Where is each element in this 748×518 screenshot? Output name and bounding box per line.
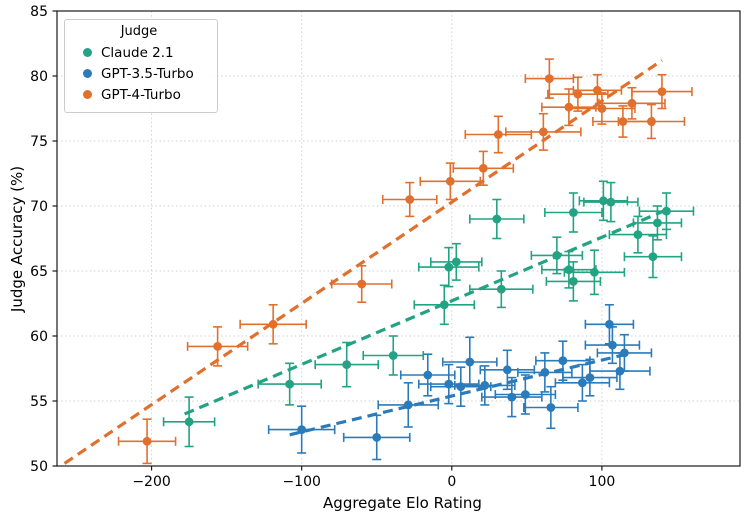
- data-point: [568, 208, 578, 217]
- data-point: [388, 351, 398, 360]
- data-point: [538, 127, 548, 137]
- data-point: [445, 176, 455, 186]
- data-point: [478, 163, 488, 173]
- legend-title: Judge: [120, 24, 158, 39]
- series-gpt-3.5-turbo: [267, 303, 653, 461]
- data-point: [573, 89, 583, 99]
- y-axis-label: Judge Accuracy (%): [8, 165, 26, 313]
- y-tick-label: 65: [30, 264, 48, 280]
- legend-item: GPT-3.5-Turbo: [75, 63, 203, 84]
- plot-border: [56, 10, 741, 467]
- legend-item: GPT-4-Turbo: [75, 84, 203, 105]
- y-tick-label: 80: [30, 69, 48, 85]
- data-point: [342, 360, 352, 369]
- legend-item-label: GPT-3.5-Turbo: [101, 65, 194, 82]
- x-tick-label: 0: [447, 474, 456, 490]
- data-point: [662, 206, 671, 216]
- legend-item-label: Claude 2.1: [101, 44, 174, 61]
- y-tick-label: 70: [30, 199, 48, 215]
- data-point: [357, 279, 367, 289]
- data-point: [213, 342, 223, 351]
- data-point: [620, 348, 629, 358]
- data-point: [606, 197, 616, 207]
- data-point: [492, 214, 502, 224]
- legend-item-label: GPT-4-Turbo: [101, 86, 181, 103]
- data-point: [633, 230, 643, 240]
- data-point: [647, 117, 656, 126]
- data-point: [496, 284, 506, 294]
- legend-item: Claude 2.1: [75, 42, 203, 63]
- data-point: [657, 87, 667, 96]
- x-tick-label: 100: [589, 474, 616, 490]
- trend-line: [63, 59, 663, 465]
- data-point: [142, 436, 152, 446]
- data-point: [558, 356, 568, 366]
- data-point: [439, 300, 449, 310]
- data-point: [184, 417, 194, 427]
- data-point: [653, 218, 662, 228]
- data-point: [615, 366, 625, 376]
- trend-line: [289, 351, 633, 437]
- data-point: [552, 251, 562, 260]
- series-gpt-4-turbo: [117, 58, 693, 465]
- trend-line: [183, 208, 668, 416]
- data-point: [493, 130, 503, 139]
- legend-marker-icon: [83, 48, 92, 57]
- data-point: [589, 267, 599, 277]
- data-point: [585, 373, 595, 382]
- y-tick-label: 55: [30, 394, 48, 410]
- legend: Judge Claude 2.1 GPT-3.5-Turbo GPT-4-Turbo: [64, 19, 218, 113]
- x-tick-label: −100: [282, 474, 320, 490]
- data-point: [544, 74, 554, 83]
- data-point: [423, 370, 433, 380]
- data-point: [444, 262, 454, 272]
- data-point: [648, 252, 658, 262]
- data-point: [568, 277, 578, 286]
- data-point: [451, 257, 461, 267]
- y-tick-label: 60: [30, 329, 48, 345]
- data-point: [372, 433, 382, 442]
- data-point: [608, 340, 617, 350]
- data-point: [480, 381, 490, 390]
- data-point: [502, 365, 512, 375]
- legend-items: Claude 2.1 GPT-3.5-Turbo GPT-4-Turbo: [75, 42, 203, 105]
- data-point: [627, 98, 637, 108]
- data-point: [546, 403, 556, 412]
- data-point: [597, 104, 607, 113]
- y-tick-label: 85: [30, 4, 48, 20]
- data-point: [577, 378, 587, 388]
- legend-marker-icon: [83, 90, 92, 99]
- legend-marker-icon: [83, 69, 92, 78]
- y-tick-label: 75: [30, 134, 48, 150]
- x-axis-label: Aggregate Elo Rating: [323, 494, 482, 512]
- data-point: [285, 379, 295, 389]
- data-point: [297, 425, 307, 434]
- data-point: [599, 196, 608, 206]
- data-point: [268, 319, 278, 329]
- x-tick-label: −200: [132, 474, 170, 490]
- series-claude-2.1: [162, 180, 695, 448]
- data-point: [456, 382, 466, 392]
- data-point: [403, 400, 413, 410]
- data-point: [405, 195, 415, 204]
- data-point: [465, 357, 475, 367]
- y-tick-label: 50: [30, 459, 48, 475]
- data-point: [520, 390, 530, 399]
- data-point: [540, 368, 550, 377]
